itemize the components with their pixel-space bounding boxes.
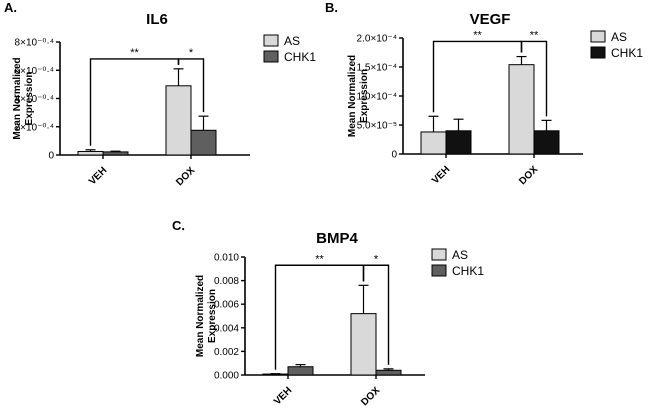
x-tick-label: VEH [272, 385, 294, 407]
y-tick-label: 0.008 [214, 276, 239, 287]
chart-title: BMP4 [316, 230, 358, 247]
legend-label: CHK1 [452, 264, 484, 278]
bar-dox-as [350, 313, 377, 376]
significance-bracket [520, 40, 548, 117]
chart-title: VEGF [470, 11, 511, 28]
significance-label: * [374, 253, 379, 265]
bar-veh-chk1 [445, 130, 472, 155]
y-axis-label-line: Mean Normalized [347, 55, 358, 137]
y-axis-label-line: Expression [359, 69, 370, 123]
y-tick-label: 2×10⁻⁰·⁴ [15, 122, 54, 133]
y-tick-label: 0 [48, 151, 54, 162]
y-axis-label: Mean NormalizedExpression [347, 55, 370, 137]
x-tick-label: DOX [174, 165, 197, 188]
legend-label: AS [284, 34, 300, 48]
y-tick-label: 0 [391, 150, 397, 161]
significance-label: ** [530, 29, 539, 41]
y-tick-label: 1.5×10⁻⁴ [357, 63, 397, 74]
bar-dox-as [508, 64, 535, 155]
y-tick-label: 4×10⁻⁰·⁴ [15, 94, 54, 105]
y-tick-label: 0.006 [214, 300, 239, 311]
significance-label: ** [473, 29, 482, 41]
significance-bracket [274, 264, 365, 370]
y-axis-label-line: Expression [24, 72, 35, 126]
y-tick-label: 0.002 [214, 347, 239, 358]
x-tick-label: DOX [359, 385, 382, 408]
chart-vegf: B. VEGF Mean NormalizedExpression 0 5.0×10⁻⁵… [325, 0, 643, 187]
chart-title: IL6 [146, 11, 168, 28]
bar-veh-as [420, 131, 447, 155]
x-tick-label: VEH [430, 164, 452, 186]
y-tick-label: 2.0×10⁻⁴ [357, 34, 397, 45]
significance-label: ** [130, 47, 139, 59]
panel-label: C. [172, 218, 185, 233]
chart-bmp4: C. BMP4 Mean NormalizedExpression 0.000 0.00… [172, 218, 484, 408]
significance-label: * [189, 47, 194, 59]
y-tick-label: 0.010 [214, 253, 239, 264]
bar-dox-chk1 [375, 369, 402, 376]
significance-bracket [432, 40, 523, 113]
significance-label: ** [315, 253, 324, 265]
legend-swatch-as [263, 34, 279, 47]
legend-swatch-chk1 [590, 46, 606, 59]
bar-veh-as [77, 150, 104, 156]
legend-swatch-chk1 [263, 50, 279, 63]
y-tick-label: 6×10⁻⁰·⁴ [15, 66, 54, 77]
y-axis-label: Mean NormalizedExpression [195, 275, 218, 357]
x-tick-label: VEH [87, 165, 109, 187]
y-axis-label: Mean NormalizedExpression [12, 57, 35, 139]
legend-label: AS [611, 30, 627, 44]
y-tick-label: 0.000 [214, 371, 239, 382]
y-tick-label: 8×10⁻⁰·⁴ [15, 38, 54, 49]
y-axis-label-line: Mean Normalized [195, 275, 206, 357]
y-tick-label: 5.0×10⁻⁵ [357, 121, 397, 132]
significance-bracket [89, 58, 180, 146]
legend-label: CHK1 [611, 46, 643, 60]
panel-label: B. [325, 0, 338, 15]
y-tick-label: 1.0×10⁻⁴ [357, 92, 397, 103]
significance-bracket [362, 264, 390, 365]
bar-veh-chk1 [102, 151, 129, 156]
chart-il6: A. IL6 Mean NormalizedExpression 0 2×10⁻⁰·⁴ 4… [4, 0, 316, 188]
x-tick-label: DOX [517, 164, 540, 187]
y-axis-label-line: Expression [207, 289, 218, 343]
legend-swatch-chk1 [431, 264, 447, 277]
bar-veh-chk1 [287, 366, 314, 376]
legend-swatch-as [590, 30, 606, 43]
bar-dox-chk1 [190, 129, 217, 156]
legend-swatch-as [431, 248, 447, 261]
significance-bracket [177, 58, 205, 113]
y-axis-label-line: Mean Normalized [12, 57, 23, 139]
legend-label: CHK1 [284, 50, 316, 64]
bar-dox-chk1 [533, 130, 560, 155]
legend-label: AS [452, 248, 468, 262]
panel-label: A. [4, 0, 17, 15]
y-tick-label: 0.004 [214, 323, 239, 334]
bar-dox-as [165, 85, 192, 156]
